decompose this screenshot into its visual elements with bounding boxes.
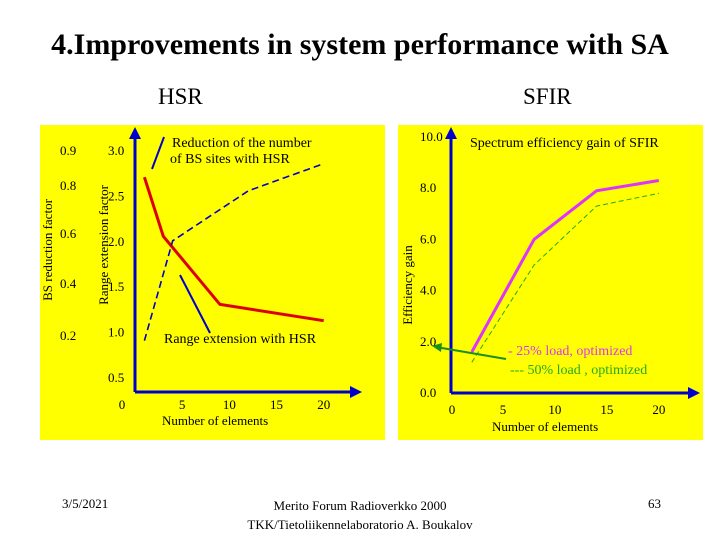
annotation-bottom-pointer bbox=[179, 274, 211, 334]
sfir-heading: SFIR bbox=[523, 84, 572, 109]
legend-25-load: - 25% load, optimized bbox=[508, 344, 632, 359]
slide-title: 4.Improvements in system performance wit… bbox=[51, 28, 669, 61]
bs-tick-label: 0.4 bbox=[60, 276, 77, 291]
annotation-top-line2: of BS sites with HSR bbox=[170, 152, 290, 167]
y-tick-label: 6.0 bbox=[420, 231, 436, 246]
series-line-sfir-25 bbox=[470, 179, 660, 353]
y-axis-label: Efficiency gain bbox=[400, 245, 415, 325]
page-number: 63 bbox=[648, 496, 661, 511]
y-axis-arrow bbox=[129, 127, 141, 139]
hsr-chart: 0 5 10 15 20 Number of elements 3.0 2.5 2.0 1.5 1.… bbox=[40, 127, 362, 428]
y-tick-label: 0.0 bbox=[420, 385, 436, 400]
range-tick-label: 0.5 bbox=[108, 370, 124, 385]
range-tick-label: 1.5 bbox=[108, 279, 124, 294]
x-tick-label: 10 bbox=[223, 397, 236, 412]
sfir-chart-panel: 10.0 8.0 6.0 4.0 2.0 0.0 Efficiency gain 0 5 10 15… bbox=[398, 125, 703, 440]
x-tick-label: 15 bbox=[600, 402, 613, 417]
series-line-range-extension bbox=[142, 176, 324, 323]
footer-credit: Merito Forum Radioverkko 2000 TKK/Tietol… bbox=[247, 498, 473, 532]
footer-date: 3/5/2021 bbox=[62, 496, 109, 511]
x-tick-label: 5 bbox=[179, 397, 186, 412]
x-axis-label: Number of elements bbox=[492, 419, 598, 434]
range-tick-label: 2.0 bbox=[108, 234, 124, 249]
x-tick-label: 0 bbox=[449, 402, 456, 417]
annotation-top-pointer bbox=[151, 136, 165, 170]
range-tick-label: 3.0 bbox=[108, 143, 124, 158]
bs-tick-label: 0.8 bbox=[60, 178, 76, 193]
annotation-top: Spectrum efficiency gain of SFIR bbox=[470, 136, 659, 151]
bs-tick-label: 0.9 bbox=[60, 143, 76, 158]
legend-50-load: --- 50% load , optimized bbox=[510, 363, 647, 378]
hsr-heading: HSR bbox=[158, 84, 203, 109]
y-tick-label: 4.0 bbox=[420, 283, 436, 298]
x-tick-label: 15 bbox=[270, 397, 283, 412]
y-axis-arrow bbox=[445, 127, 457, 139]
y-tick-label: 2.0 bbox=[420, 334, 436, 349]
x-tick-label: 10 bbox=[548, 402, 561, 417]
range-axis-label: Range extension factor bbox=[96, 184, 111, 305]
bs-tick-label: 0.2 bbox=[60, 328, 76, 343]
x-axis-label: Number of elements bbox=[162, 413, 268, 428]
range-tick-label: 1.0 bbox=[108, 325, 124, 340]
series-line-bs-reduction bbox=[143, 162, 324, 341]
x-tick-label: 20 bbox=[652, 402, 665, 417]
hsr-chart-panel: 0 5 10 15 20 Number of elements 3.0 2.5 2.0 1.5 1.… bbox=[40, 125, 385, 440]
y-tick-label: 10.0 bbox=[420, 129, 443, 144]
legend-pointer bbox=[435, 346, 507, 360]
x-axis-arrow bbox=[350, 386, 362, 398]
annotation-top-line1: Reduction of the number bbox=[172, 136, 312, 151]
range-tick-label: 2.5 bbox=[108, 188, 124, 203]
y-tick-label: 8.0 bbox=[420, 180, 436, 195]
sfir-chart: 10.0 8.0 6.0 4.0 2.0 0.0 Efficiency gain 0 5 10 15… bbox=[400, 127, 700, 434]
series-line-sfir-50 bbox=[471, 192, 659, 363]
x-tick-label: 5 bbox=[500, 402, 507, 417]
x-tick-label: 0 bbox=[119, 397, 126, 412]
legend-pointer-head bbox=[432, 343, 442, 352]
bs-tick-label: 0.6 bbox=[60, 226, 77, 241]
bs-axis-label: BS reduction factor bbox=[40, 198, 55, 300]
x-axis-arrow bbox=[688, 387, 700, 399]
x-tick-label: 20 bbox=[317, 397, 330, 412]
annotation-bottom: Range extension with HSR bbox=[164, 332, 317, 347]
